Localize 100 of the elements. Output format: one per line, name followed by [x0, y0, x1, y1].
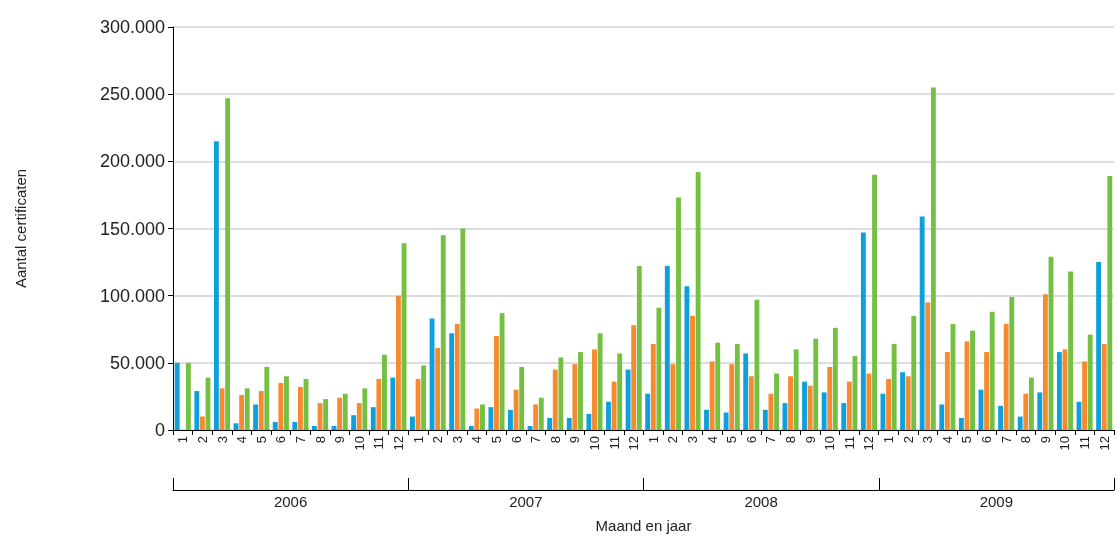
- bar: [382, 354, 387, 430]
- x-tick-label: 3: [685, 436, 701, 444]
- bar: [802, 381, 807, 430]
- bar: [813, 338, 819, 430]
- bar: [370, 407, 376, 430]
- x-tick-label: 4: [469, 436, 485, 444]
- bar: [410, 416, 415, 430]
- bar: [519, 366, 525, 430]
- bar: [323, 399, 329, 430]
- x-tick-label: 4: [939, 436, 955, 444]
- bar: [821, 392, 827, 430]
- bar: [194, 391, 200, 430]
- bar: [704, 409, 709, 430]
- bar: [911, 315, 917, 430]
- text: 2009: [979, 493, 1014, 510]
- bar: [460, 228, 466, 430]
- x-tick-label: 6: [508, 436, 524, 444]
- bar: [989, 311, 995, 430]
- bar: [709, 361, 715, 430]
- bar: [872, 174, 877, 430]
- x-tick-label: 3: [214, 436, 230, 444]
- bar: [258, 391, 264, 430]
- bar: [743, 353, 749, 430]
- bar: [454, 323, 460, 430]
- x-tick-label: 2: [665, 436, 681, 444]
- bar: [788, 376, 793, 430]
- x-tick-label: 11: [371, 436, 387, 450]
- text: 2006: [273, 493, 308, 510]
- x-tick-label: 4: [704, 436, 720, 444]
- bar: [508, 409, 513, 430]
- bar: [606, 401, 611, 430]
- bar: [650, 344, 656, 430]
- bar: [1017, 416, 1023, 430]
- bar: [656, 307, 662, 430]
- x-tick-label: 11: [1077, 436, 1093, 450]
- bar: [468, 425, 474, 430]
- x-tick-label: 11: [841, 436, 857, 450]
- bar: [860, 232, 866, 430]
- bar: [729, 364, 735, 430]
- x-tick-label: 5: [488, 436, 504, 444]
- bar: [351, 415, 357, 430]
- bar: [664, 266, 670, 430]
- bar: [342, 393, 348, 430]
- bar: [625, 369, 631, 430]
- x-tick-label: 7: [528, 436, 544, 444]
- bar: [1082, 361, 1088, 430]
- bar: [488, 407, 494, 430]
- bar: [998, 405, 1004, 430]
- y-tick-label: 150.000: [99, 218, 165, 239]
- bar: [690, 315, 695, 430]
- y-tick-label: 100.000: [99, 285, 165, 306]
- x-tick-label: 12: [861, 436, 877, 451]
- x-tick-label: 6: [979, 436, 995, 444]
- bar: [1107, 176, 1113, 430]
- bar: [891, 344, 897, 430]
- bar: [337, 397, 343, 430]
- x-tick-label: 12: [626, 436, 642, 451]
- bar: [311, 425, 317, 430]
- bar: [970, 330, 976, 430]
- bar: [592, 349, 597, 430]
- x-tick-label: 7: [998, 436, 1014, 444]
- bar: [1096, 262, 1102, 430]
- bar: [939, 404, 945, 430]
- bar: [774, 373, 779, 430]
- x-tick-label: 8: [783, 436, 799, 444]
- x-tick-label: 3: [920, 436, 936, 444]
- bar: [440, 235, 446, 430]
- bar: [631, 325, 637, 430]
- bar: [1028, 377, 1034, 430]
- bar: [292, 421, 298, 430]
- x-tick-label: 1: [410, 436, 426, 444]
- bar: [782, 403, 788, 430]
- bar: [239, 395, 245, 430]
- y-tick-label: 200.000: [99, 151, 165, 172]
- bar: [1009, 297, 1015, 430]
- bar: [905, 376, 911, 430]
- bar: [533, 404, 539, 430]
- bar: [670, 364, 676, 430]
- y-tick-label: 0: [154, 420, 165, 440]
- bar: [552, 369, 558, 430]
- bar: [278, 382, 284, 430]
- bar: [499, 313, 505, 430]
- x-tick-label: 9: [802, 436, 818, 444]
- bar: [919, 216, 925, 430]
- bar: [944, 352, 950, 430]
- x-tick-label: 9: [1037, 436, 1053, 444]
- bar: [1101, 344, 1107, 430]
- bar: [356, 403, 362, 430]
- y-axis-title: Aantal certificaten: [12, 168, 29, 289]
- x-tick-label: 4: [234, 436, 250, 444]
- bar: [185, 362, 191, 430]
- bar: [958, 417, 964, 430]
- bar: [396, 295, 401, 430]
- bar: [435, 348, 441, 430]
- bar: [807, 385, 813, 430]
- x-tick-label: 10: [586, 436, 602, 451]
- bar: [754, 299, 760, 430]
- x-tick-label: 2: [900, 436, 916, 444]
- x-tick-label: 10: [351, 436, 367, 451]
- x-tick-label: 8: [312, 436, 328, 444]
